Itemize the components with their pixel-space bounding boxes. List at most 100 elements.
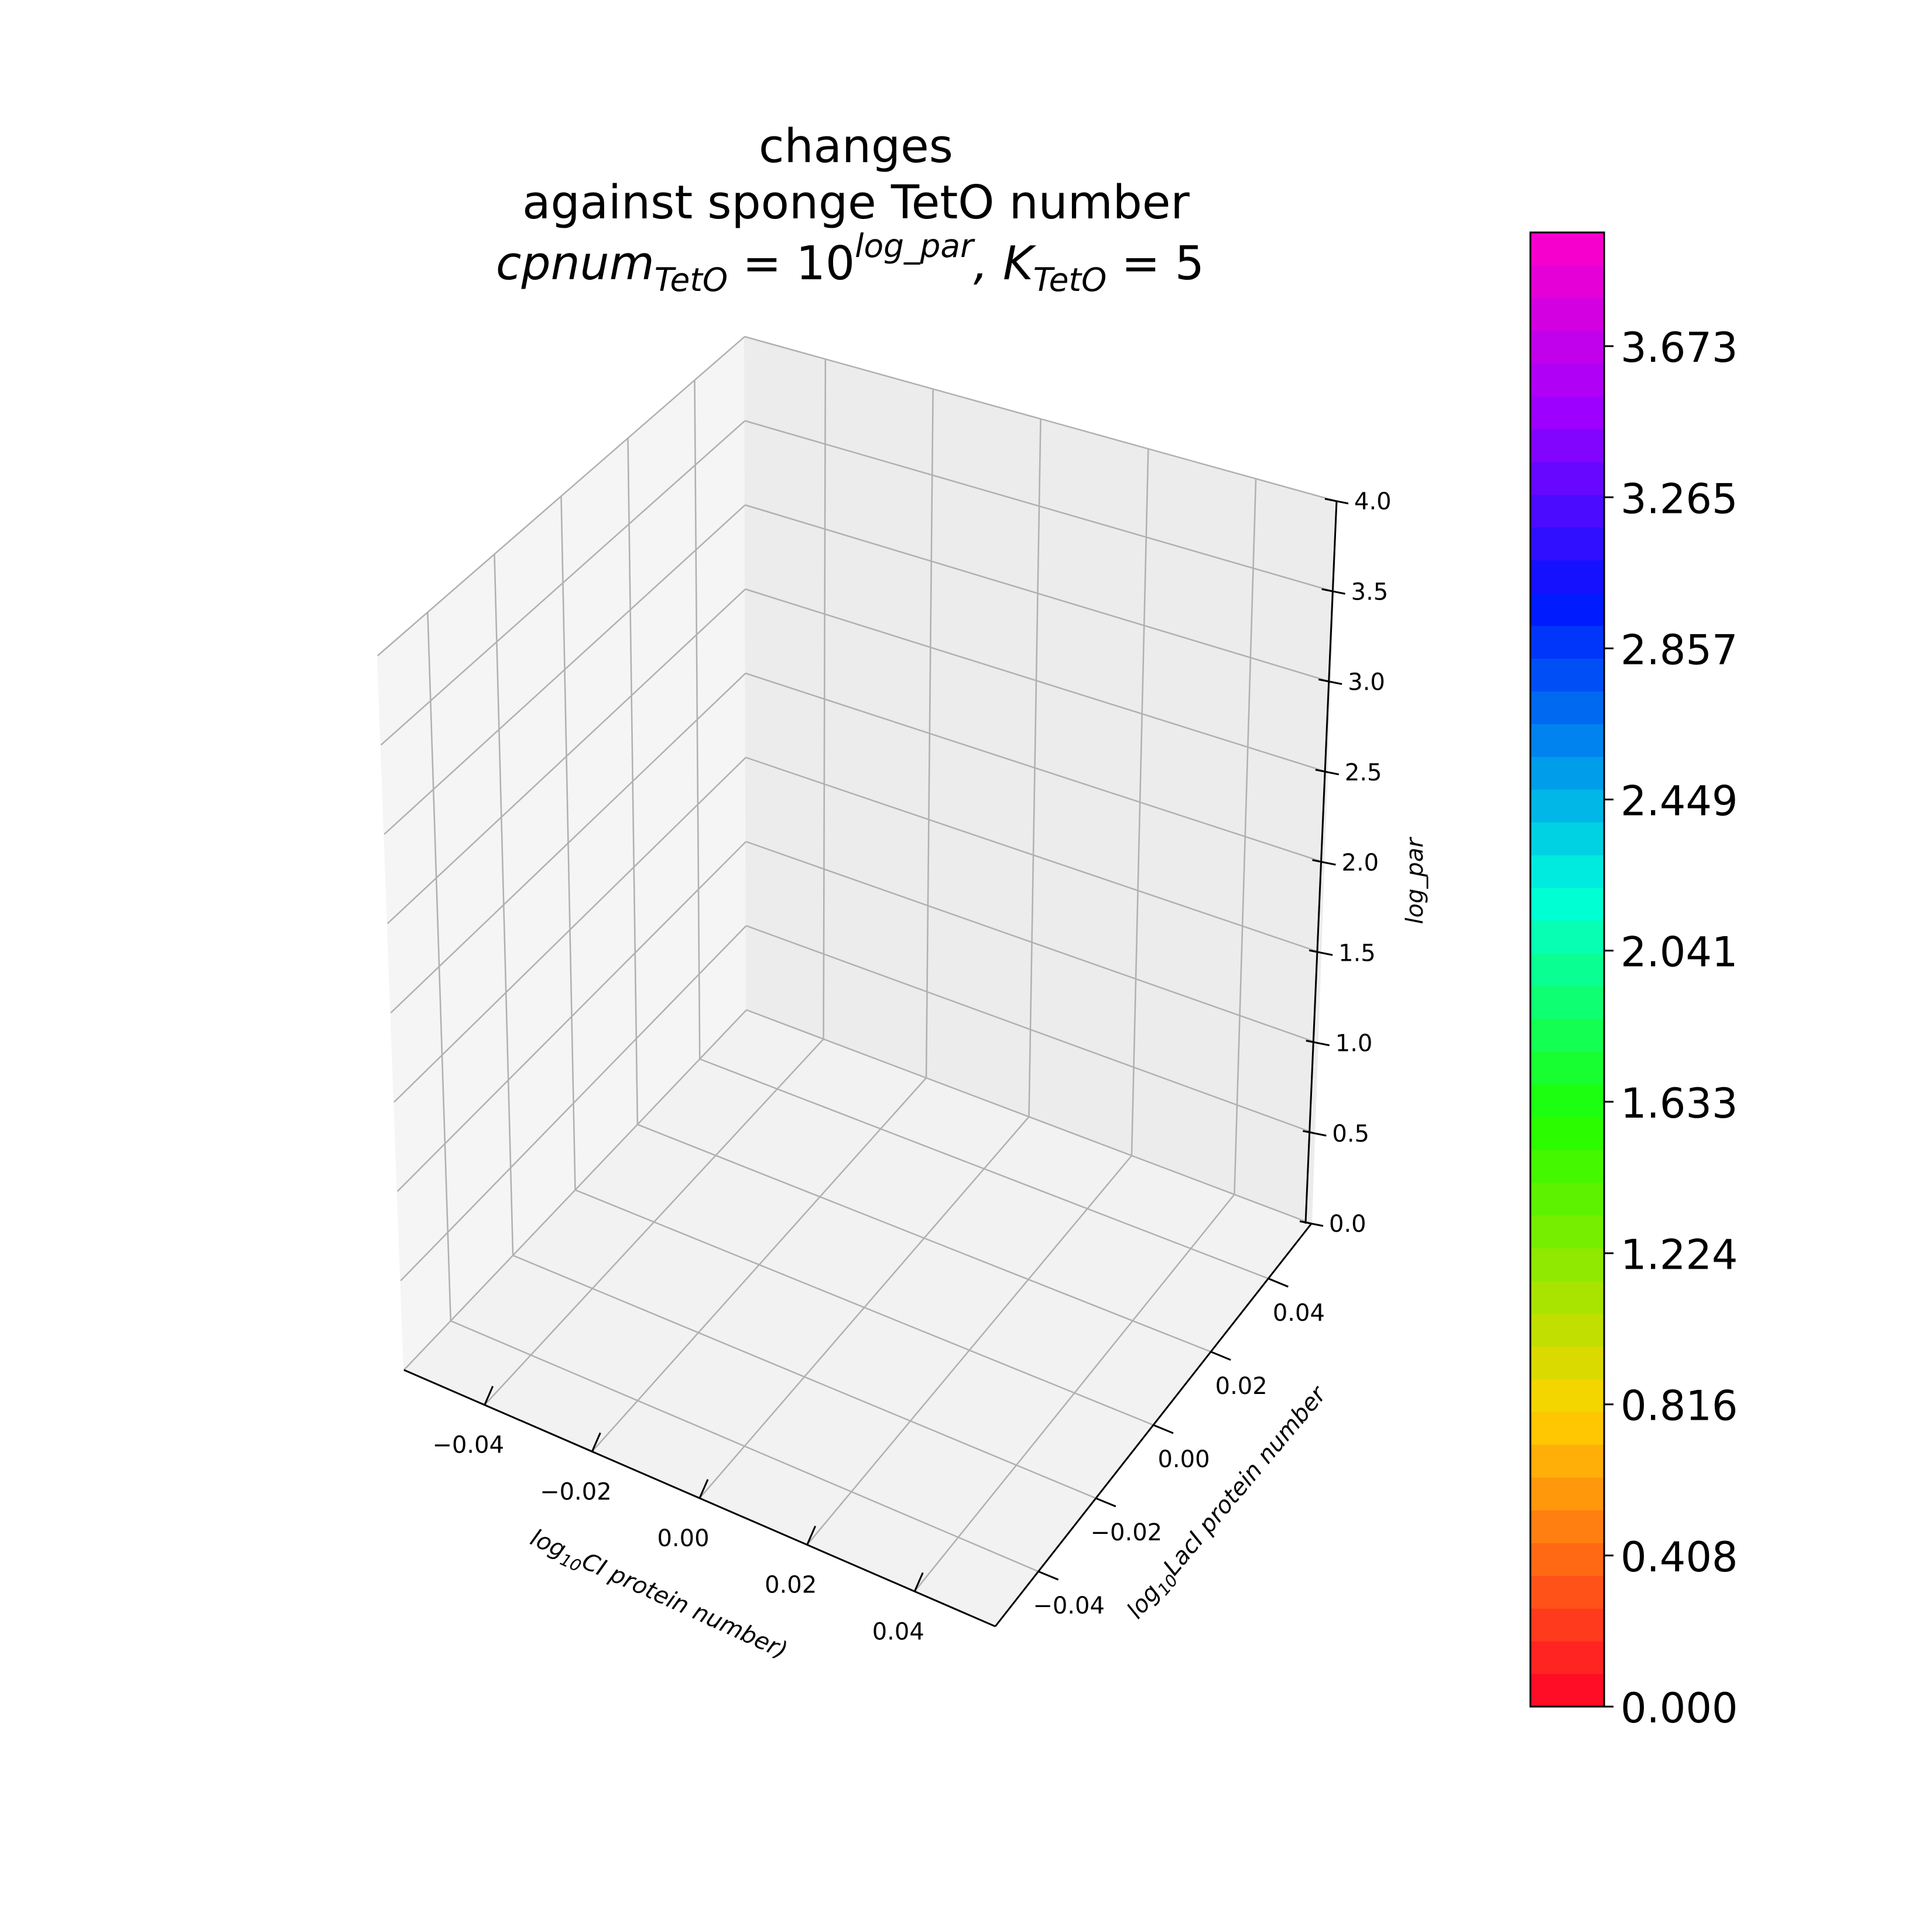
colorbar-band — [1530, 888, 1604, 921]
x-tick-label: −0.04 — [432, 1432, 504, 1459]
z-tick-label: 4.0 — [1354, 488, 1392, 515]
x-tick-mark — [698, 1479, 709, 1499]
x-tick-mark — [484, 1386, 494, 1406]
colorbar-band — [1530, 953, 1604, 986]
colorbar-band — [1530, 756, 1604, 790]
colorbar-band — [1530, 1444, 1604, 1478]
gridline-back-z — [744, 335, 1337, 502]
colorbar-band — [1530, 1575, 1604, 1609]
y-tick-label: −0.04 — [1033, 1592, 1105, 1619]
z-tick-mark — [1324, 498, 1349, 505]
title-k: , K — [974, 237, 1037, 290]
z-tick-mark — [1308, 949, 1333, 956]
z-tick-mark — [1306, 1040, 1330, 1046]
colorbar-tick-label: 0.000 — [1621, 1684, 1738, 1732]
y-tick-mark — [1268, 1277, 1289, 1288]
x-tick-label: −0.02 — [540, 1478, 612, 1505]
y-tick-label: −0.02 — [1091, 1519, 1163, 1546]
colorbar-band — [1530, 1379, 1604, 1412]
y-ticks: −0.04 −0.02 0.00 0.02 0.04 — [1033, 1277, 1325, 1619]
colorbar-band — [1530, 1346, 1604, 1380]
colorbar-tick-label: 2.857 — [1621, 626, 1738, 674]
colorbar-band — [1530, 1313, 1604, 1347]
colorbar-band — [1530, 1182, 1604, 1216]
z-tick-label: 2.5 — [1345, 759, 1382, 786]
colorbar-tick-label: 1.633 — [1621, 1080, 1738, 1128]
colorbar-band — [1530, 1116, 1604, 1150]
gridline-floor-y — [699, 1058, 1269, 1279]
y-tick-mark — [1153, 1424, 1174, 1434]
colorbar-band — [1530, 1477, 1604, 1510]
colorbar-tick-label: 0.408 — [1621, 1533, 1738, 1581]
title-cpnum: cpnum — [496, 237, 655, 290]
gridline-left-z — [403, 1009, 747, 1371]
colorbar-band — [1530, 1543, 1604, 1576]
z-tick-label: 0.0 — [1329, 1211, 1366, 1238]
colorbar-tick-label: 1.224 — [1621, 1231, 1738, 1279]
colorbar-tick-label: 2.041 — [1621, 929, 1738, 977]
y-tick-label: 0.00 — [1157, 1446, 1210, 1473]
gridline-left-z — [383, 504, 746, 835]
z-tick-label: 1.5 — [1338, 940, 1376, 967]
colorbar-band — [1530, 724, 1604, 757]
title-k-value: = 5 — [1107, 237, 1204, 290]
title-exponent: log_par — [855, 227, 975, 265]
colorbar-tick-label: 0.816 — [1621, 1382, 1738, 1430]
x-tick-label: 0.02 — [765, 1572, 817, 1599]
gridlines — [377, 335, 1337, 1592]
colorbar-band — [1530, 232, 1604, 266]
title-equals: = 10 — [728, 237, 855, 290]
y-tick-mark — [1038, 1570, 1059, 1581]
colorbar-band — [1530, 789, 1604, 823]
colorbar-band — [1530, 363, 1604, 397]
z-ticks: 0.0 0.5 1.0 1.5 2.0 2.5 3.0 3.5 4.0 — [1299, 488, 1392, 1238]
colorbar-band — [1530, 297, 1604, 331]
y-tick-label: 0.04 — [1273, 1300, 1325, 1327]
colorbar-band — [1530, 494, 1604, 528]
colorbar-ticks: 0.000 0.408 0.816 1.224 1.633 2.041 2.449 2.857… — [1604, 324, 1738, 1732]
gridline-left-z — [396, 841, 747, 1192]
gridline-left-z — [400, 925, 747, 1282]
z-tick-mark — [1318, 679, 1342, 685]
z-tick-mark — [1303, 1130, 1327, 1137]
colorbar-band — [1530, 1280, 1604, 1314]
gridline-floor-y — [450, 1320, 1039, 1573]
gridline-left-z — [393, 756, 746, 1103]
gridline-back-z — [745, 588, 1328, 773]
colorbar-band — [1530, 822, 1604, 855]
z-tick-mark — [1299, 1220, 1324, 1227]
gridline-back-z — [746, 1009, 1312, 1225]
pane-group — [376, 335, 1338, 1628]
colorbar-tick-label: 2.449 — [1621, 777, 1738, 825]
colorbar-band — [1530, 1051, 1604, 1085]
x-tick-label: 0.00 — [657, 1525, 709, 1552]
y-tick-label: 0.02 — [1215, 1373, 1268, 1400]
title-line-3: cpnumTetO = 10log_par, KTetO = 5 — [496, 227, 1204, 299]
colorbar-band — [1530, 265, 1604, 299]
x-tick-label: 0.04 — [872, 1618, 924, 1645]
gridline-back-z — [745, 672, 1324, 864]
gridline-back-z — [745, 756, 1321, 954]
colorbar-tick-label: 3.265 — [1621, 475, 1738, 523]
gridline-left-z — [390, 673, 746, 1013]
gridline-floor-y — [575, 1189, 1154, 1426]
z-tick-label: 3.5 — [1351, 578, 1389, 605]
x-ticks: −0.04 −0.02 0.00 0.02 0.04 — [432, 1386, 924, 1645]
colorbar-band — [1530, 592, 1604, 626]
colorbar-band — [1530, 330, 1604, 364]
colorbar-band — [1530, 560, 1604, 594]
colorbar-tick-label: 3.673 — [1621, 324, 1738, 372]
colorbar-band — [1530, 1510, 1604, 1543]
title-k-sub: TetO — [1033, 261, 1107, 299]
colorbar-band — [1530, 1018, 1604, 1052]
y-tick-mark — [1210, 1351, 1231, 1361]
z-tick-mark — [1315, 769, 1340, 776]
colorbar: 0.000 0.408 0.816 1.224 1.633 2.041 2.449 2.857… — [1529, 231, 1738, 1732]
x-tick-mark — [806, 1526, 817, 1546]
gridline-back-z — [745, 420, 1334, 592]
colorbar-band — [1530, 429, 1604, 463]
x-tick-mark — [913, 1572, 924, 1592]
gridline-back-z — [745, 841, 1318, 1044]
gridline-left-z — [387, 588, 746, 924]
